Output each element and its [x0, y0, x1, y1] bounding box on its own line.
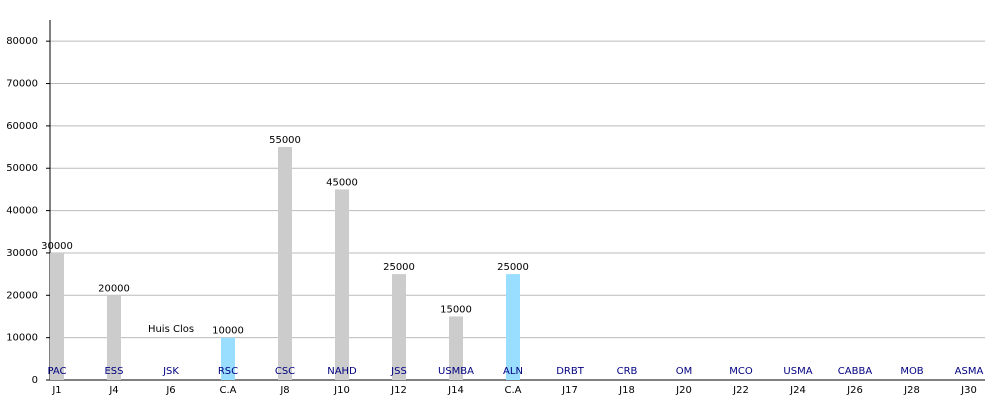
x-tick-label: J12 [390, 385, 407, 396]
team-label: ASMA [955, 366, 984, 377]
team-label: NAHD [327, 366, 357, 377]
team-label: CRB [617, 366, 638, 377]
team-label: RSC [218, 366, 238, 377]
team-label: JSS [390, 366, 407, 377]
y-tick-label: 80000 [6, 36, 38, 47]
x-tick-label: C.A [219, 385, 236, 396]
team-label: ALN [503, 366, 523, 377]
x-tick-label: J24 [789, 385, 806, 396]
value-label: 55000 [269, 135, 301, 146]
bar [449, 316, 463, 380]
team-label: OM [676, 366, 693, 377]
y-tick-label: 50000 [6, 163, 38, 174]
bar [278, 147, 292, 380]
team-label: JSK [162, 366, 179, 377]
bar [50, 252, 64, 380]
team-label: MOB [900, 366, 923, 377]
x-tick-label: J20 [675, 385, 692, 396]
team-label: USMBA [438, 366, 474, 377]
y-tick-label: 20000 [6, 290, 38, 301]
value-label: 20000 [98, 283, 130, 294]
y-tick-label: 60000 [6, 121, 38, 132]
value-label: 30000 [41, 241, 73, 252]
y-tick-label: 0 [32, 375, 38, 386]
team-label: PAC [47, 366, 66, 377]
value-label: 25000 [497, 262, 529, 273]
x-tick-label: J17 [561, 385, 578, 396]
value-label: 45000 [326, 177, 358, 188]
value-label: Huis Clos [148, 324, 194, 335]
y-tick-label: 30000 [6, 248, 38, 259]
value-label: 10000 [212, 326, 244, 337]
x-tick-label: C.A [504, 385, 521, 396]
x-tick-label: J14 [447, 385, 464, 396]
team-label: CSC [275, 366, 295, 377]
x-tick-label: J10 [333, 385, 350, 396]
bar [221, 337, 235, 380]
team-label: DRBT [556, 366, 585, 377]
bar [107, 295, 121, 380]
y-tick-label: 10000 [6, 333, 38, 344]
value-label: 15000 [440, 304, 472, 315]
team-label: USMA [783, 366, 812, 377]
team-label: CABBA [838, 366, 873, 377]
x-tick-label: J26 [846, 385, 863, 396]
team-label: MCO [729, 366, 753, 377]
value-label: 25000 [383, 262, 415, 273]
team-label: ESS [104, 366, 123, 377]
y-tick-label: 70000 [6, 79, 38, 90]
x-tick-label: J30 [960, 385, 977, 396]
bar [335, 189, 349, 380]
bar [506, 274, 520, 380]
bar [392, 274, 406, 380]
x-tick-label: J18 [618, 385, 635, 396]
x-tick-label: J22 [732, 385, 749, 396]
x-tick-label: J28 [903, 385, 920, 396]
x-tick-label: J8 [279, 385, 289, 396]
x-tick-label: J6 [165, 385, 175, 396]
x-tick-label: J1 [51, 385, 61, 396]
x-tick-label: J4 [108, 385, 118, 396]
y-tick-label: 40000 [6, 206, 38, 217]
